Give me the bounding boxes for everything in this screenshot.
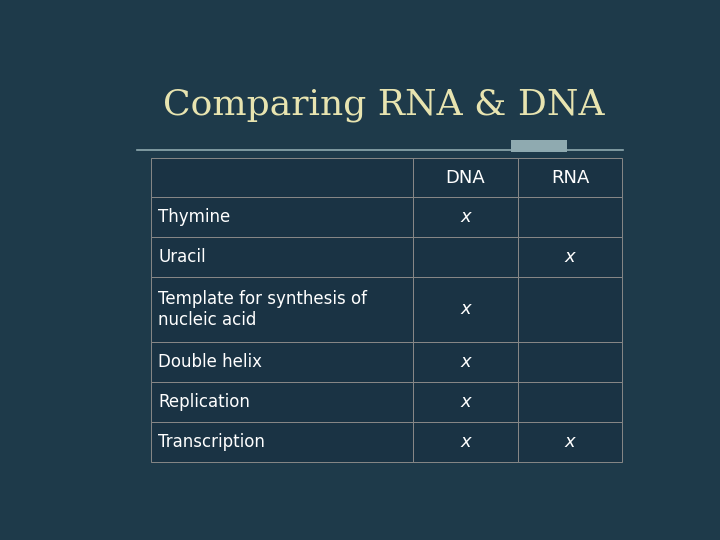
- FancyBboxPatch shape: [413, 237, 518, 277]
- Text: x: x: [460, 300, 471, 318]
- Text: RNA: RNA: [551, 168, 589, 186]
- FancyBboxPatch shape: [511, 140, 567, 152]
- FancyBboxPatch shape: [518, 422, 622, 462]
- FancyBboxPatch shape: [518, 382, 622, 422]
- FancyBboxPatch shape: [413, 341, 518, 382]
- Text: Uracil: Uracil: [158, 248, 206, 266]
- FancyBboxPatch shape: [413, 382, 518, 422]
- FancyBboxPatch shape: [518, 277, 622, 341]
- FancyBboxPatch shape: [151, 382, 413, 422]
- Text: Comparing RNA & DNA: Comparing RNA & DNA: [163, 87, 604, 122]
- Text: DNA: DNA: [446, 168, 485, 186]
- FancyBboxPatch shape: [413, 277, 518, 341]
- Text: x: x: [564, 433, 575, 451]
- FancyBboxPatch shape: [518, 197, 622, 237]
- Text: x: x: [564, 248, 575, 266]
- Text: Replication: Replication: [158, 393, 250, 411]
- FancyBboxPatch shape: [413, 422, 518, 462]
- FancyBboxPatch shape: [518, 341, 622, 382]
- Text: Double helix: Double helix: [158, 353, 262, 370]
- Text: x: x: [460, 433, 471, 451]
- FancyBboxPatch shape: [151, 341, 413, 382]
- FancyBboxPatch shape: [413, 197, 518, 237]
- FancyBboxPatch shape: [518, 158, 622, 197]
- FancyBboxPatch shape: [151, 277, 413, 341]
- FancyBboxPatch shape: [151, 158, 413, 197]
- Text: x: x: [460, 393, 471, 411]
- Text: Thymine: Thymine: [158, 208, 230, 226]
- Text: x: x: [460, 353, 471, 370]
- FancyBboxPatch shape: [518, 237, 622, 277]
- FancyBboxPatch shape: [151, 237, 413, 277]
- FancyBboxPatch shape: [413, 158, 518, 197]
- FancyBboxPatch shape: [151, 197, 413, 237]
- FancyBboxPatch shape: [151, 422, 413, 462]
- Text: Template for synthesis of
nucleic acid: Template for synthesis of nucleic acid: [158, 290, 367, 329]
- Text: Transcription: Transcription: [158, 433, 265, 451]
- Text: x: x: [460, 208, 471, 226]
